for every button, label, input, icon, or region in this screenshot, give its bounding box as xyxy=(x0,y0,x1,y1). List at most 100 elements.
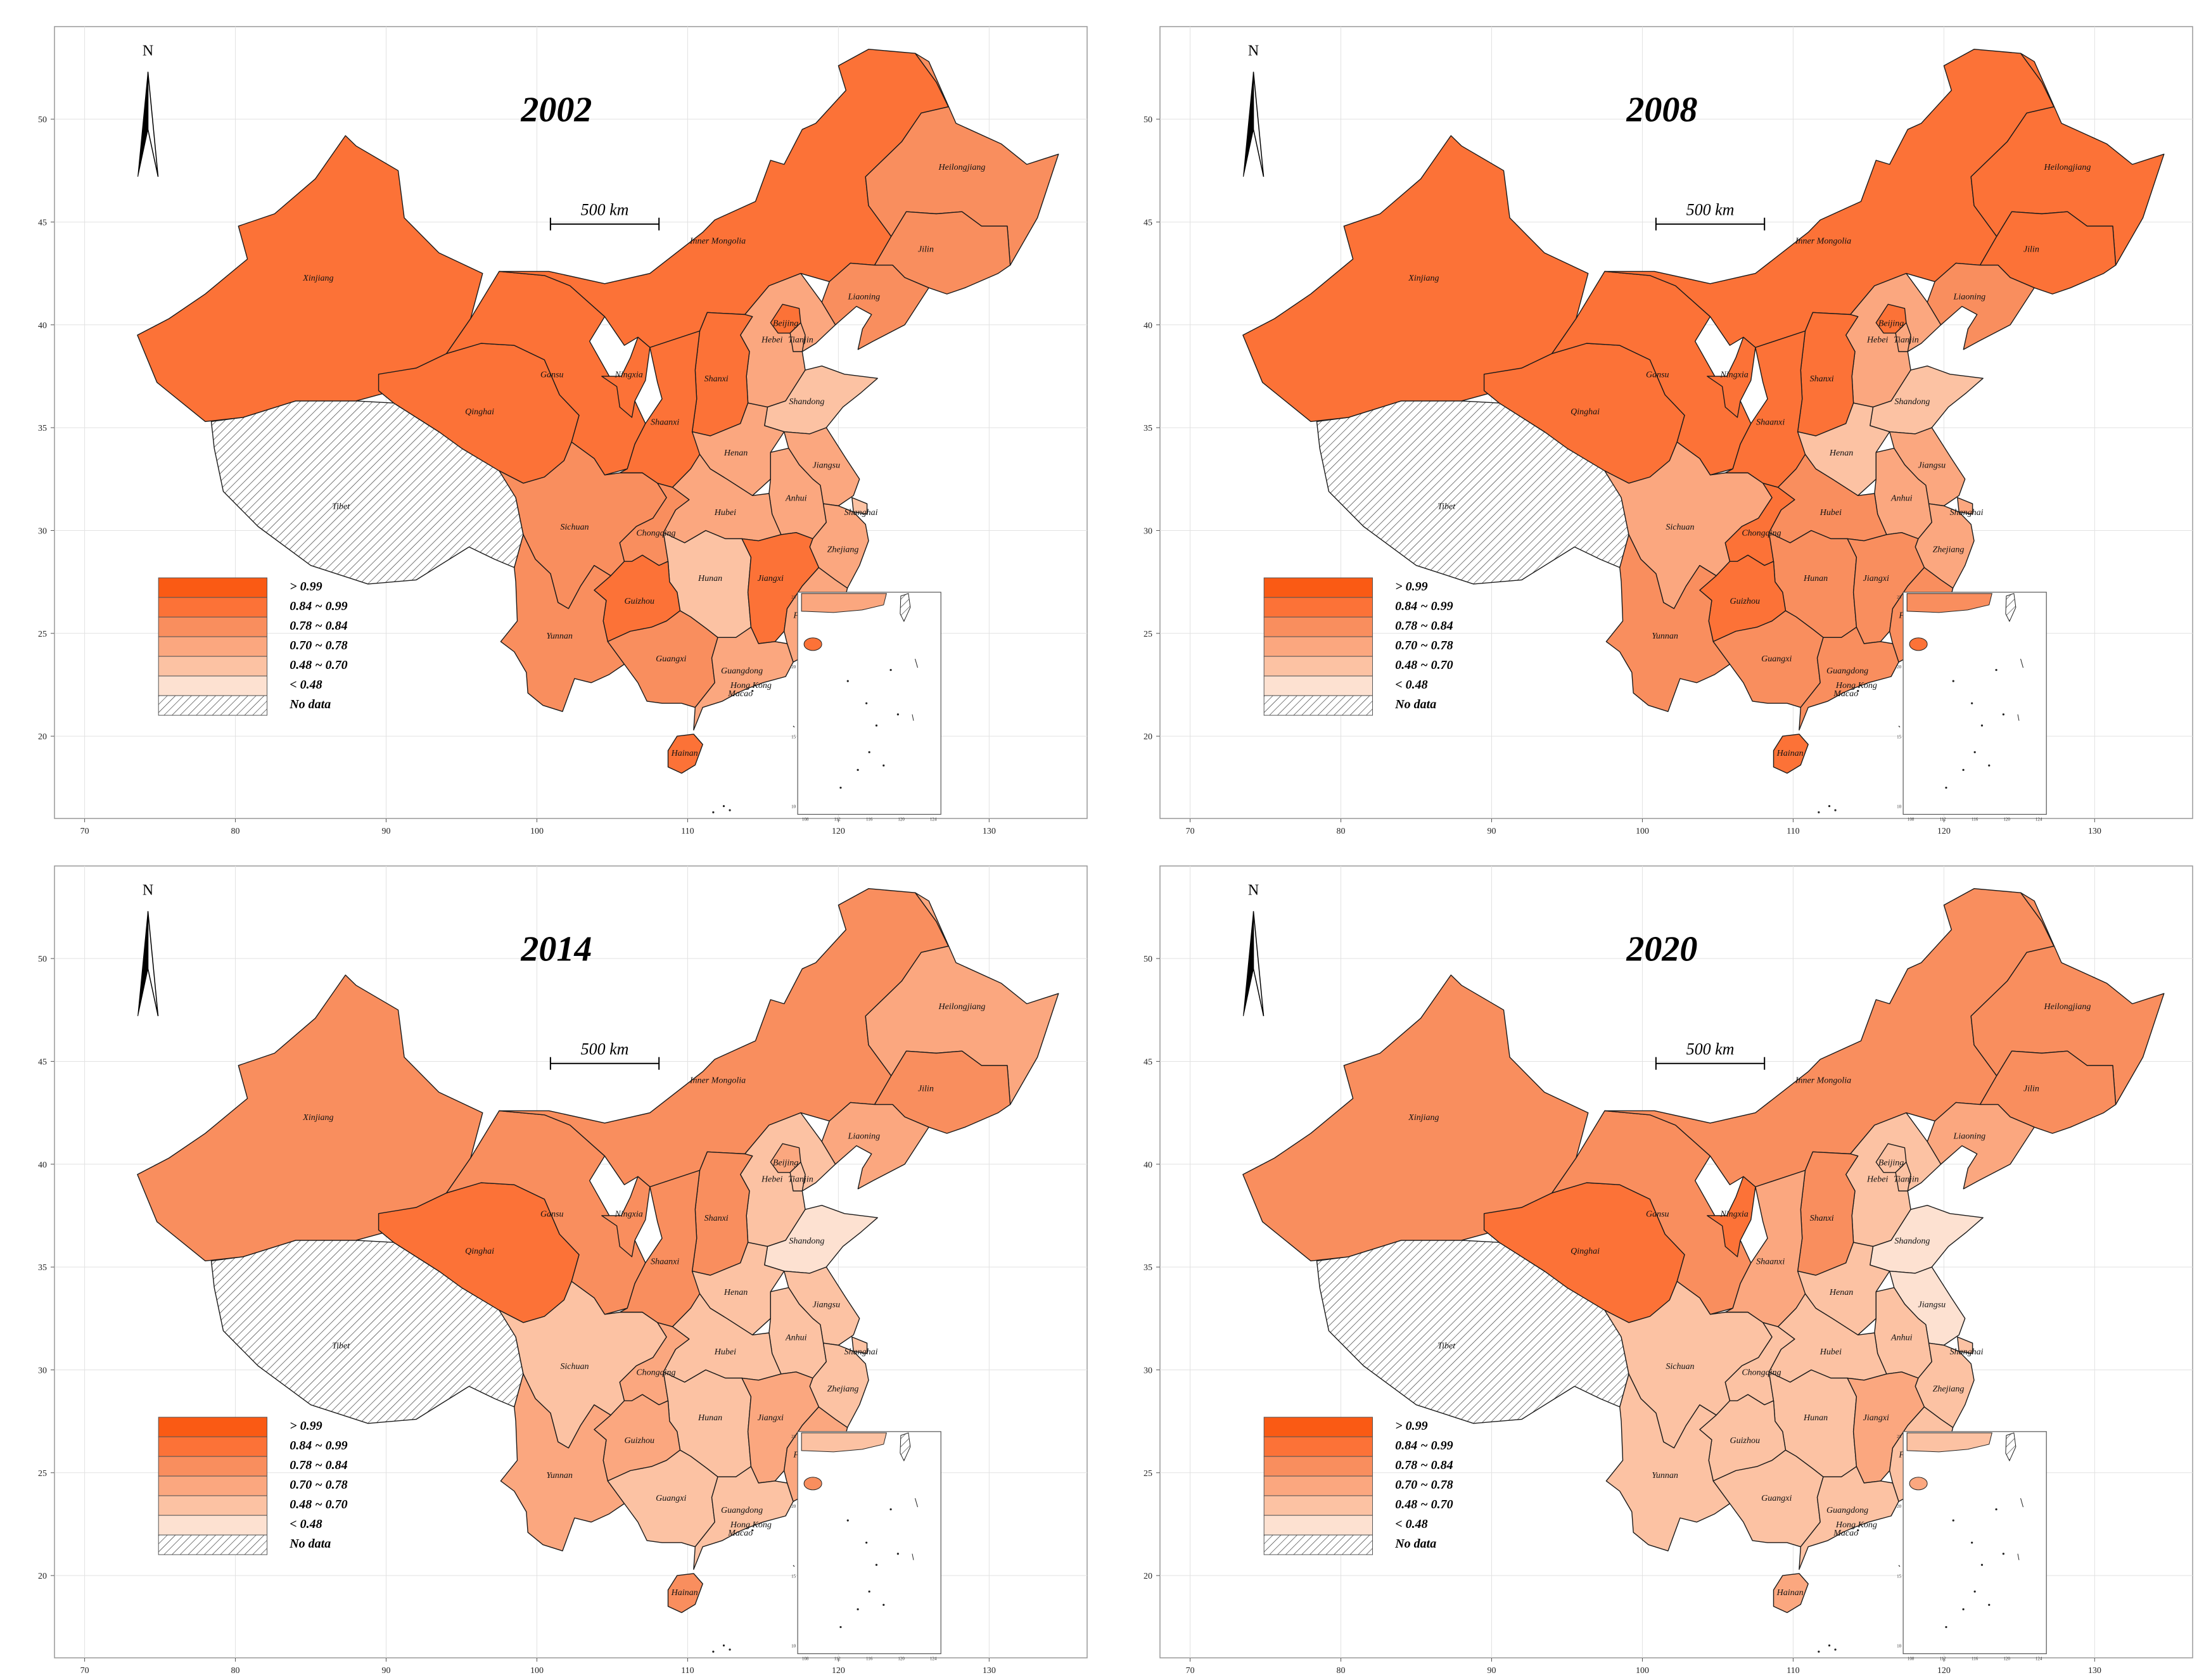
label-hainan: Hainan xyxy=(671,749,698,758)
legend-label: 0.84 ~ 0.99 xyxy=(290,599,347,613)
scale-bar-label: 500 km xyxy=(1686,1040,1735,1059)
x-tick-label: 90 xyxy=(1488,827,1496,836)
y-tick-label: 40 xyxy=(38,1161,47,1170)
label-hunan: Hunan xyxy=(698,574,722,583)
legend-label: 0.84 ~ 0.99 xyxy=(290,1439,347,1453)
label-guizhou: Guizhou xyxy=(1730,597,1760,606)
x-tick-label: 100 xyxy=(530,827,544,836)
label-innermongolia: Inner Mongolia xyxy=(1795,237,1851,246)
legend-swatch xyxy=(158,1436,268,1457)
label-guizhou: Guizhou xyxy=(625,1436,654,1446)
legend-swatch xyxy=(158,695,268,716)
island-dot xyxy=(712,811,715,813)
x-tick-label: 120 xyxy=(1937,1666,1951,1676)
label-jiangsu: Jiangsu xyxy=(813,461,841,471)
x-tick-label: 70 xyxy=(80,827,89,836)
legend-label: 0.78 ~ 0.84 xyxy=(1395,619,1453,633)
label-yunnan: Yunnan xyxy=(546,1471,573,1480)
x-tick-label: 70 xyxy=(1186,827,1195,836)
label-tianjin: Tianjin xyxy=(788,1175,813,1185)
legend-label: > 0.99 xyxy=(290,1419,322,1433)
label-jiangxi: Jiangxi xyxy=(758,1413,784,1423)
province-shanghai xyxy=(1957,1336,1973,1354)
legend-swatch xyxy=(158,636,268,657)
province-tianjin xyxy=(789,1161,806,1192)
x-tick-label: 100 xyxy=(1636,827,1649,836)
province-xinjiang xyxy=(1242,974,1589,1262)
x-tick-label: 90 xyxy=(382,827,391,836)
island-dot xyxy=(1857,1529,1859,1532)
label-chongqing: Chongqing xyxy=(1742,529,1781,538)
legend-label: No data xyxy=(289,1537,331,1551)
island-dot xyxy=(1834,809,1837,811)
label-hainan: Hainan xyxy=(1776,1588,1804,1598)
legend-label: 0.48 ~ 0.70 xyxy=(1395,1498,1453,1511)
y-tick-label: 25 xyxy=(38,630,47,639)
scale-bar: 500 km xyxy=(549,1040,660,1070)
y-tick-label: 20 xyxy=(38,732,47,742)
legend-label: 0.84 ~ 0.99 xyxy=(1395,1439,1453,1453)
north-arrow-icon: N xyxy=(1243,42,1265,177)
y-tick-label: 25 xyxy=(1144,630,1152,639)
label-beijing: Beijing xyxy=(1878,319,1904,329)
legend-swatch xyxy=(158,656,268,677)
province-tianjin xyxy=(789,322,806,352)
province-tianjin xyxy=(1895,1161,1911,1192)
label-liaoning: Liaoning xyxy=(1953,1131,1986,1141)
label-gansu: Gansu xyxy=(540,371,564,380)
label-guangxi: Guangxi xyxy=(1761,654,1792,664)
label-hebei: Hebei xyxy=(761,1175,783,1185)
scale-bar: 500 km xyxy=(549,201,660,231)
label-ningxia: Ningxia xyxy=(614,371,642,380)
year-title: 2008 xyxy=(1626,90,1697,129)
y-tick-label: 40 xyxy=(38,321,47,331)
south-china-sea-inset: 108 112 116 120 124 25 20 15 10 xyxy=(791,1431,941,1662)
label-hainan: Hainan xyxy=(671,1588,698,1598)
province-xinjiang xyxy=(137,135,483,423)
label-chongqing: Chongqing xyxy=(1742,1368,1781,1378)
inset-y-tick: 10 xyxy=(791,805,796,810)
legend-label: > 0.99 xyxy=(1395,1419,1427,1433)
legend-label: > 0.99 xyxy=(290,580,322,594)
label-shanghai: Shanghai xyxy=(844,508,878,518)
year-title: 2014 xyxy=(520,929,592,969)
x-tick-label: 70 xyxy=(80,1666,89,1676)
label-anhui: Anhui xyxy=(785,494,807,504)
inset-x-tick: 120 xyxy=(2003,817,2010,822)
map-svg: 70 80 90 100 110 120 130 20 25 30 35 40 45 50 Xinjiang… xyxy=(38,865,1088,1676)
legend-swatch xyxy=(1263,616,1373,637)
y-tick-label: 40 xyxy=(1144,321,1152,331)
province-hainan xyxy=(1773,734,1809,774)
inset-x-tick: 120 xyxy=(2003,1657,2010,1662)
province-liaoning xyxy=(1927,1102,2035,1190)
label-shanghai: Shanghai xyxy=(1950,1347,1984,1357)
legend-label: < 0.48 xyxy=(290,678,322,692)
label-guangxi: Guangxi xyxy=(1761,1494,1792,1503)
label-henan: Henan xyxy=(723,1288,748,1297)
label-yunnan: Yunnan xyxy=(1652,1471,1678,1480)
island-dot xyxy=(1818,811,1820,813)
y-tick-label: 40 xyxy=(1144,1161,1152,1170)
label-tibet: Tibet xyxy=(332,1341,350,1351)
province-labels: Xinjiang Tibet Qinghai Gansu Inner Mongolia H… xyxy=(302,163,985,758)
label-shanxi: Shanxi xyxy=(1810,1214,1834,1223)
label-hubei: Hubei xyxy=(1819,508,1842,518)
legend-label: 0.48 ~ 0.70 xyxy=(1395,658,1453,672)
legend-swatch xyxy=(1263,577,1373,598)
legend-swatch xyxy=(158,1495,268,1516)
legend-label: 0.78 ~ 0.84 xyxy=(1395,1458,1453,1472)
inset-y-tick: 20 xyxy=(791,1504,796,1509)
legend-swatch xyxy=(1263,1416,1373,1437)
label-xinjiang: Xinjiang xyxy=(1408,274,1439,283)
inset-x-tick: 108 xyxy=(1908,1657,1915,1662)
label-shanxi: Shanxi xyxy=(1810,374,1834,384)
scale-bar: 500 km xyxy=(1655,1040,1766,1070)
inset-x-tick: 112 xyxy=(1940,1657,1947,1662)
y-tick-label: 20 xyxy=(1144,732,1152,742)
province-guangdong xyxy=(693,627,794,731)
label-guizhou: Guizhou xyxy=(625,597,654,606)
label-zhejiang: Zhejiang xyxy=(827,545,859,555)
inset-y-tick: 10 xyxy=(791,1644,796,1649)
y-tick-label: 35 xyxy=(1144,424,1152,433)
y-tick-label: 30 xyxy=(1144,526,1152,536)
